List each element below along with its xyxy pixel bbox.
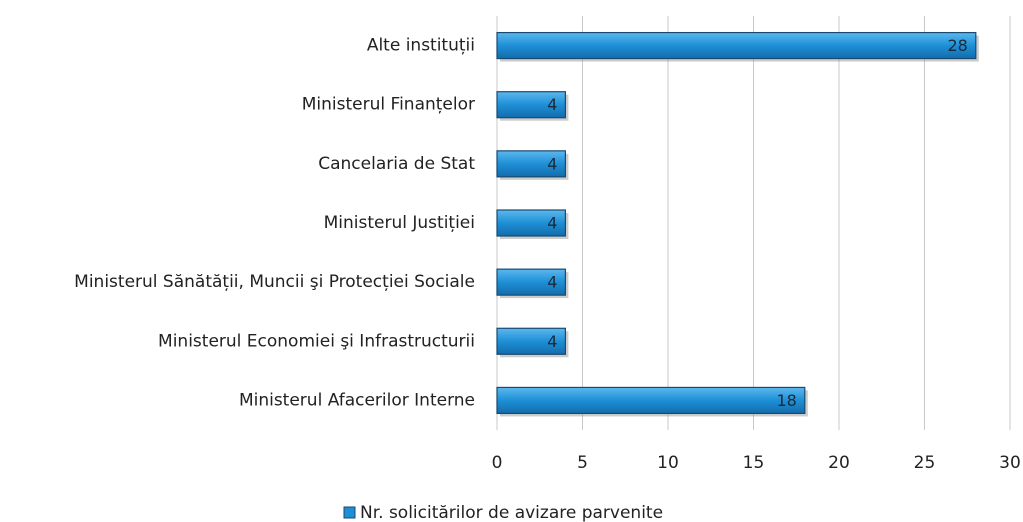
data-label: 28	[947, 36, 967, 55]
bar	[496, 386, 806, 415]
data-label: 4	[547, 214, 557, 233]
bar	[496, 327, 567, 355]
x-tick-label: 10	[657, 453, 679, 473]
bar	[496, 91, 567, 119]
y-tick-label: Ministerul Finanțelor	[302, 95, 475, 115]
bar	[496, 268, 567, 296]
y-tick-label: Cancelaria de Stat	[318, 154, 475, 174]
legend-label: Nr. solicitărilor de avizare parvenite	[360, 503, 663, 522]
y-tick-label: Ministerul Justiției	[324, 213, 475, 233]
bar	[496, 150, 567, 178]
data-label: 4	[547, 332, 557, 351]
data-label: 18	[776, 391, 796, 410]
x-tick-label: 0	[492, 453, 503, 473]
legend-swatch	[343, 506, 356, 519]
y-tick-label: Ministerul Sănătății, Muncii şi Protecți…	[74, 272, 475, 292]
data-label: 4	[547, 273, 557, 292]
bar	[496, 31, 977, 60]
x-tick-label: 30	[999, 453, 1021, 473]
x-tick-label: 25	[914, 453, 936, 473]
bar	[496, 209, 567, 237]
data-label: 4	[547, 95, 557, 114]
y-tick-label: Alte instituții	[367, 36, 475, 56]
y-tick-label: Ministerul Economiei şi Infrastructurii	[158, 331, 475, 351]
x-tick-label: 20	[828, 453, 850, 473]
x-tick-label: 15	[743, 453, 765, 473]
y-tick-label: Ministerul Afacerilor Interne	[239, 390, 475, 410]
data-label: 4	[547, 154, 557, 173]
x-tick-label: 5	[577, 453, 588, 473]
